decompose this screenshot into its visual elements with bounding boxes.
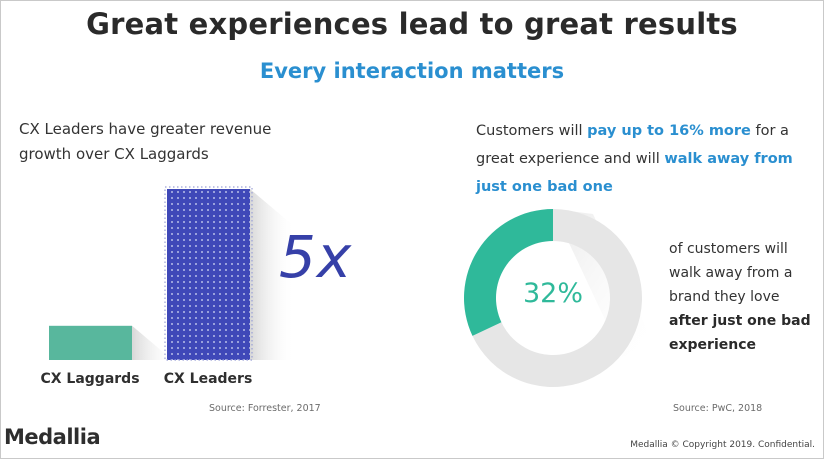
donut-value-label: 32% (522, 278, 583, 309)
bar-cx-laggards (49, 325, 132, 360)
donut-remainder-slice (472, 209, 642, 387)
category-label-cx-leaders: CX Leaders (163, 371, 253, 387)
customer-statement-part1: Customers will (476, 123, 588, 139)
donut-description: of customers will walk away from a brand… (669, 237, 819, 357)
donut-description-text: of customers will walk away from a brand… (669, 241, 793, 305)
customer-statement: Customers will pay up to 16% more for a … (476, 117, 811, 201)
source-pwc: Source: PwC, 2018 (673, 403, 763, 414)
donut-value-slice (464, 209, 553, 336)
revenue-statement-line1: CX Leaders have greater revenue (19, 120, 272, 138)
source-forrester: Source: Forrester, 2017 (209, 403, 321, 414)
walk-away-donut-chart (464, 209, 651, 387)
customer-statement-highlight1: pay up to 16% more (587, 123, 751, 139)
donut-description-emphasis: after just one bad experience (669, 313, 811, 353)
revenue-statement: CX Leaders have greater revenue growth o… (19, 117, 279, 167)
category-label-cx-laggards: CX Laggards (40, 371, 140, 387)
multiplier-annotation: 5x (279, 223, 353, 291)
bar-shadow (250, 189, 295, 360)
bar-dot-texture (167, 189, 250, 360)
revenue-statement-line2: growth over CX Laggards (19, 145, 209, 163)
revenue-bar-chart (49, 186, 295, 364)
medallia-logo: Medallia (4, 425, 101, 449)
customer-statement-part2: for a great experience and will (476, 123, 789, 167)
bar-shadow (132, 325, 177, 364)
copyright-notice: Medallia © Copyright 2019. Confidential. (630, 440, 815, 450)
bar-dotted-outline (164, 186, 253, 361)
slide-title: Great experiences lead to great results (86, 7, 738, 41)
customer-statement-highlight2: walk away from just one bad one (476, 151, 793, 195)
slide-subtitle: Every interaction matters (259, 59, 565, 83)
